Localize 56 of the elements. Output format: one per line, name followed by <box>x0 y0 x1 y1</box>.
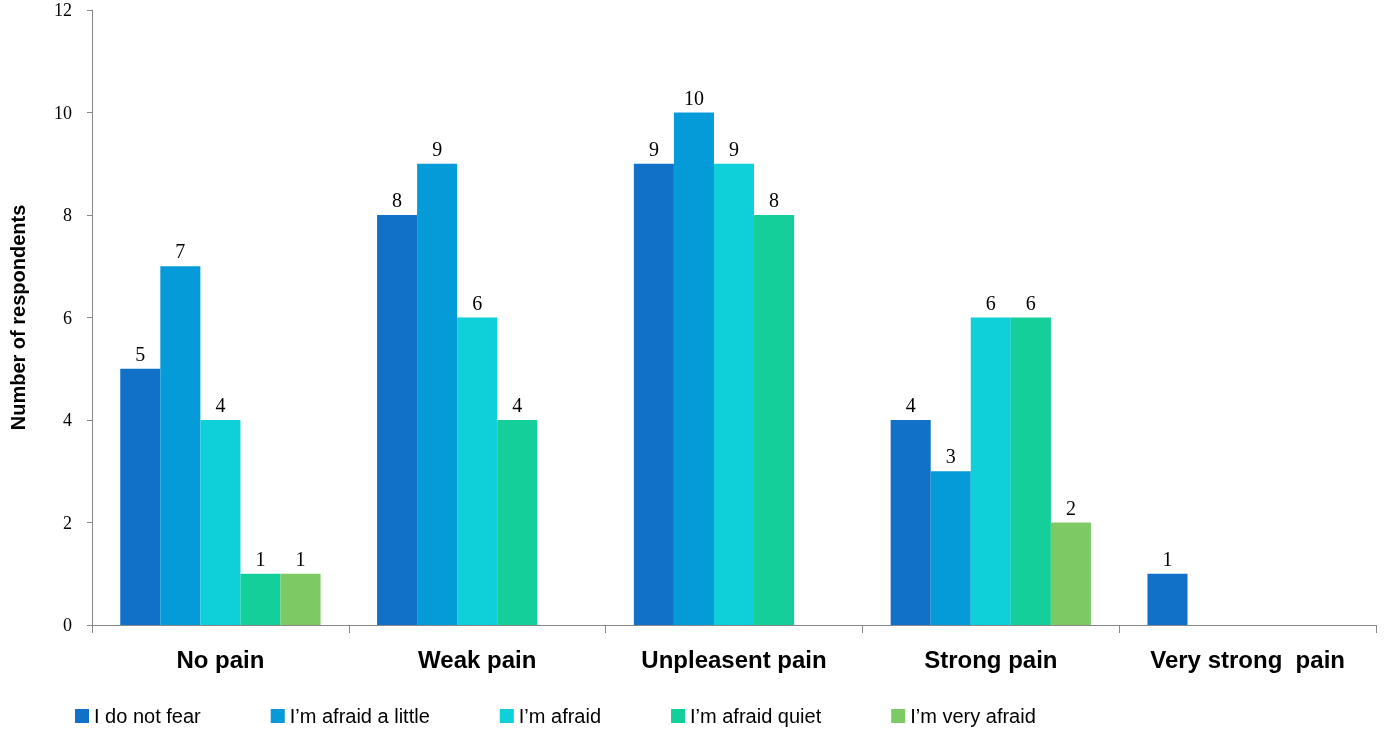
data-label: 8 <box>769 189 780 211</box>
bar <box>377 215 418 625</box>
legend-label: I’m afraid a little <box>289 705 430 727</box>
x-tick-label: Weak pain <box>418 645 537 673</box>
bar <box>754 215 795 625</box>
y-tick-label: 4 <box>63 410 72 430</box>
data-label: 6 <box>985 291 996 314</box>
data-label: 1 <box>295 547 306 570</box>
bar <box>970 317 1011 625</box>
y-tick-label: 10 <box>54 102 72 123</box>
x-tick-label: Unpleasent pain <box>641 645 827 673</box>
data-label: 6 <box>1025 291 1036 314</box>
bar <box>713 163 755 625</box>
data-label: 3 <box>945 445 956 468</box>
bar <box>120 368 161 625</box>
data-label: 1 <box>255 547 266 570</box>
bar <box>673 112 714 625</box>
x-tick-label: Strong pain <box>924 645 1058 673</box>
data-label: 6 <box>472 291 483 314</box>
bar <box>930 471 971 625</box>
data-label: 9 <box>648 137 659 160</box>
bar <box>1010 317 1051 625</box>
data-label: 4 <box>215 394 226 416</box>
data-label: 1 <box>1162 547 1173 570</box>
data-label: 8 <box>392 189 403 211</box>
y-tick-label: 12 <box>54 0 72 20</box>
y-tick-label: 8 <box>63 205 72 225</box>
y-axis-title: Number of respondents <box>7 204 29 431</box>
data-label: 7 <box>175 240 186 263</box>
bar <box>1147 573 1188 625</box>
legend-label: I’m afraid <box>518 705 602 727</box>
data-label: 9 <box>432 137 443 160</box>
bar <box>417 163 458 625</box>
data-label: 9 <box>729 137 739 160</box>
bar <box>160 266 201 625</box>
data-label: 4 <box>905 394 916 416</box>
data-label: 2 <box>1065 496 1076 519</box>
data-label: 5 <box>135 342 146 365</box>
bar <box>633 163 674 625</box>
data-label: 4 <box>512 394 523 416</box>
bar <box>200 420 241 625</box>
y-tick-label: 6 <box>63 307 72 328</box>
bar <box>497 420 538 625</box>
x-tick-label: No pain <box>176 645 265 673</box>
bar <box>890 420 931 625</box>
legend-label: I’m afraid quiet <box>690 705 822 727</box>
bar <box>457 317 498 625</box>
x-tick-label: Very strong pain <box>1150 645 1345 673</box>
bar <box>280 573 321 625</box>
bar <box>240 573 281 625</box>
legend-label: I’m very afraid <box>910 705 1036 727</box>
data-label: 10 <box>683 86 704 109</box>
y-tick-label: 2 <box>63 512 72 533</box>
y-tick-label: 0 <box>63 615 72 635</box>
bar <box>1050 522 1091 625</box>
legend-label: I do not fear <box>94 705 202 727</box>
